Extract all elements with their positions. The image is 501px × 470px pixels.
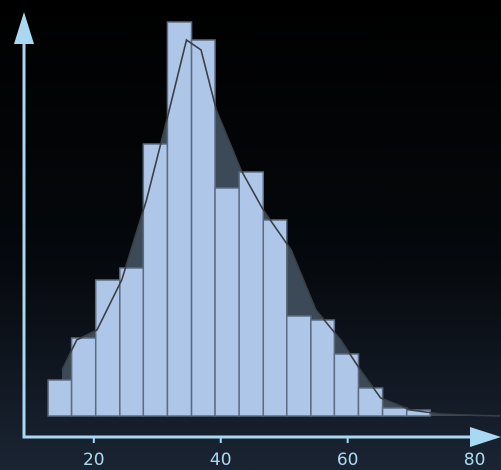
bar (166, 21, 193, 417)
x-axis-arrow (470, 427, 501, 447)
bar (47, 379, 73, 417)
bar (190, 39, 216, 417)
bar (357, 387, 384, 417)
bar (214, 187, 240, 417)
y-axis-arrow (14, 12, 34, 44)
bar (70, 337, 97, 417)
bar (286, 315, 312, 417)
bar (142, 143, 169, 417)
bar (238, 171, 265, 417)
x-tick-label: 80 (464, 450, 486, 470)
bar (262, 219, 288, 417)
x-tick-label: 20 (83, 450, 105, 470)
bar (381, 407, 408, 417)
density-curve (61, 38, 501, 417)
bar (310, 319, 336, 417)
bar (119, 267, 145, 417)
x-tick-label: 40 (210, 450, 232, 470)
bar (333, 353, 360, 417)
x-tick-label: 60 (337, 450, 359, 470)
bar (94, 279, 121, 417)
